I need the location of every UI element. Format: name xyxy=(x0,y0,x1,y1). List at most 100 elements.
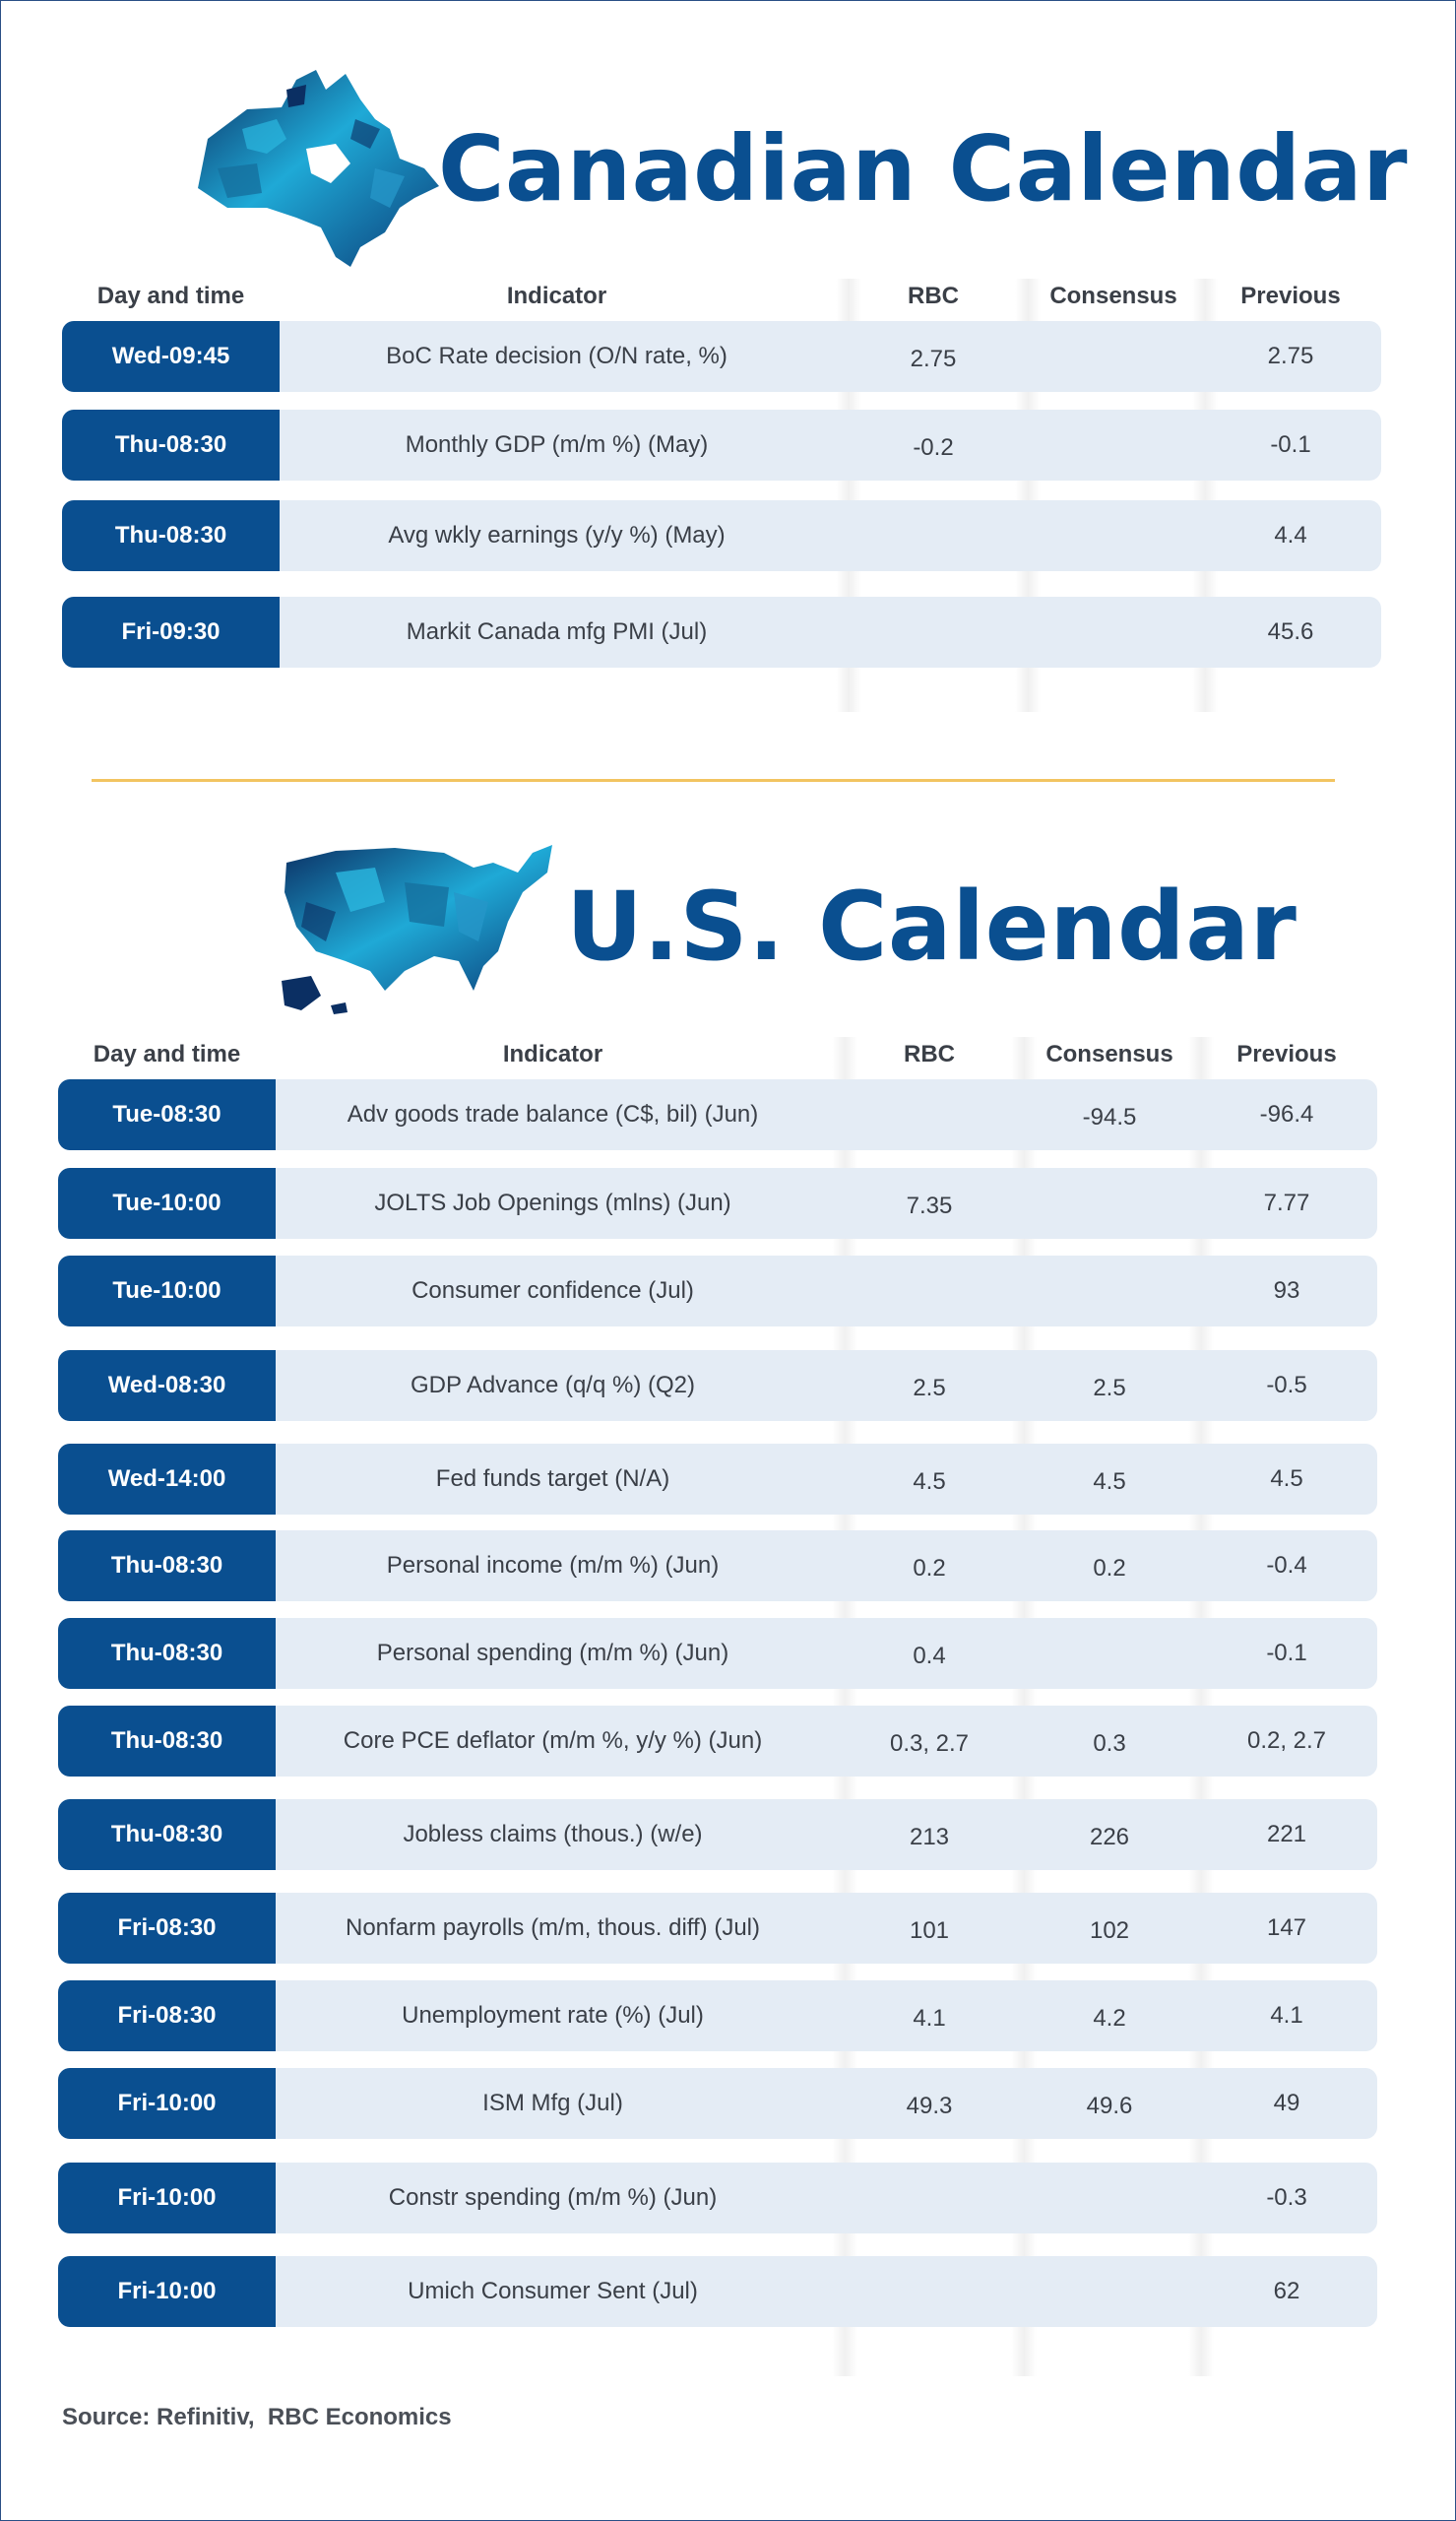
day-time-cell: Wed-14:00 xyxy=(58,1444,276,1515)
rbc-cell xyxy=(850,597,1017,668)
canada-map-icon xyxy=(198,70,439,267)
rbc-cell xyxy=(846,1079,1013,1150)
day-time-cell: Thu-08:30 xyxy=(62,500,280,571)
us-title-block: U.S. Calendar xyxy=(277,833,1297,1020)
canada-title-block: Canadian Calendar xyxy=(188,60,1408,277)
consensus-cell: 49.6 xyxy=(1086,2093,1133,2119)
table-row: Thu-08:30 Avg wkly earnings (y/y %) (May)… xyxy=(62,500,1381,571)
indicator-cell: Jobless claims (thous.) (w/e) xyxy=(403,1821,703,1847)
consensus-cell xyxy=(1026,1168,1193,1239)
consensus-cell: 4.2 xyxy=(1093,2005,1126,2032)
consensus-cell xyxy=(1026,1256,1193,1326)
consensus-cell: 102 xyxy=(1089,1917,1130,1944)
previous-cell: 45.6 xyxy=(1267,618,1314,645)
previous-cell: 4.4 xyxy=(1274,522,1307,549)
day-time-cell: Thu-08:30 xyxy=(58,1618,276,1689)
header-consensus: Consensus xyxy=(1049,283,1177,309)
table-row: Thu-08:30 Jobless claims (thous.) (w/e) 21… xyxy=(58,1799,1377,1870)
indicator-cell: JOLTS Job Openings (mlns) (Jun) xyxy=(374,1190,731,1216)
day-time-cell: Thu-08:30 xyxy=(58,1706,276,1777)
rbc-cell xyxy=(850,500,1017,571)
consensus-cell xyxy=(1030,597,1197,668)
day-time-cell: Thu-08:30 xyxy=(58,1799,276,1870)
rbc-cell: 0.3, 2.7 xyxy=(889,1730,970,1757)
indicator-cell: Adv goods trade balance (C$, bil) (Jun) xyxy=(347,1101,759,1128)
indicator-cell: BoC Rate decision (O/N rate, %) xyxy=(386,343,728,369)
us-title: U.S. Calendar xyxy=(566,872,1298,982)
us-table-header: Day and time Indicator RBC Consensus Pre… xyxy=(1,1037,1455,1076)
header-day: Day and time xyxy=(96,283,245,309)
section-divider xyxy=(92,779,1335,782)
table-row: Wed-08:30 GDP Advance (q/q %) (Q2) 2.5 2.5 -… xyxy=(58,1350,1377,1421)
rbc-cell: 2.75 xyxy=(910,346,957,372)
consensus-cell xyxy=(1026,1618,1193,1689)
consensus-cell xyxy=(1030,500,1197,571)
indicator-cell: Nonfarm payrolls (m/m, thous. diff) (Jul… xyxy=(346,1914,760,1941)
table-row: Wed-09:45 BoC Rate decision (O/N rate, %)… xyxy=(62,321,1381,392)
previous-cell: -0.5 xyxy=(1266,1372,1307,1398)
previous-cell: -96.4 xyxy=(1259,1101,1314,1128)
table-row: Fri-10:00 Umich Consumer Sent (Jul) 62 xyxy=(58,2256,1377,2327)
previous-cell: 4.1 xyxy=(1270,2002,1303,2029)
header-indicator: Indicator xyxy=(506,283,607,309)
previous-cell: -0.1 xyxy=(1270,431,1311,458)
day-time-cell: Fri-09:30 xyxy=(62,597,280,668)
rbc-cell: -0.2 xyxy=(913,434,954,461)
canada-table-header: Day and time Indicator RBC Consensus Pre… xyxy=(1,279,1455,318)
day-time-cell: Wed-08:30 xyxy=(58,1350,276,1421)
rbc-cell xyxy=(846,1256,1013,1326)
rbc-cell: 4.1 xyxy=(913,2005,946,2032)
consensus-cell: 4.5 xyxy=(1093,1468,1126,1495)
rbc-cell: 101 xyxy=(909,1917,950,1944)
previous-cell: 93 xyxy=(1273,1277,1300,1304)
previous-cell: 147 xyxy=(1266,1914,1307,1941)
table-row: Fri-09:30 Markit Canada mfg PMI (Jul) 45.6 xyxy=(62,597,1381,668)
table-row: Thu-08:30 Monthly GDP (m/m %) (May) -0.2 -0… xyxy=(62,410,1381,481)
table-row: Fri-08:30 Unemployment rate (%) (Jul) 4.1 4… xyxy=(58,1980,1377,2051)
rbc-cell: 213 xyxy=(909,1824,950,1850)
previous-cell: 62 xyxy=(1273,2278,1300,2304)
rbc-cell xyxy=(846,2256,1013,2327)
indicator-cell: Markit Canada mfg PMI (Jul) xyxy=(406,618,708,645)
canada-title: Canadian Calendar xyxy=(438,115,1409,222)
indicator-cell: ISM Mfg (Jul) xyxy=(482,2090,623,2116)
day-time-cell: Fri-08:30 xyxy=(58,1893,276,1964)
rbc-cell: 7.35 xyxy=(906,1193,953,1219)
header-indicator: Indicator xyxy=(502,1041,603,1067)
day-time-cell: Tue-10:00 xyxy=(58,1256,276,1326)
indicator-cell: Personal spending (m/m %) (Jun) xyxy=(376,1640,729,1666)
header-rbc: RBC xyxy=(904,1041,955,1067)
rbc-cell: 0.4 xyxy=(913,1643,946,1669)
previous-cell: 2.75 xyxy=(1267,343,1314,369)
consensus-cell xyxy=(1030,321,1197,392)
previous-cell: -0.1 xyxy=(1266,1640,1307,1666)
rbc-cell: 4.5 xyxy=(913,1468,946,1495)
table-row: Tue-10:00 Consumer confidence (Jul) 93 xyxy=(58,1256,1377,1326)
day-time-cell: Fri-10:00 xyxy=(58,2256,276,2327)
consensus-cell xyxy=(1026,2256,1193,2327)
day-time-cell: Fri-08:30 xyxy=(58,1980,276,2051)
indicator-cell: GDP Advance (q/q %) (Q2) xyxy=(410,1372,695,1398)
table-row: Fri-10:00 ISM Mfg (Jul) 49.3 49.6 49 xyxy=(58,2068,1377,2139)
consensus-cell: 0.2 xyxy=(1093,1555,1126,1582)
day-time-cell: Thu-08:30 xyxy=(62,410,280,481)
previous-cell: 4.5 xyxy=(1270,1465,1303,1492)
indicator-cell: Constr spending (m/m %) (Jun) xyxy=(388,2184,718,2211)
consensus-cell: 0.3 xyxy=(1093,1730,1126,1757)
consensus-cell: 2.5 xyxy=(1093,1375,1126,1401)
indicator-cell: Personal income (m/m %) (Jun) xyxy=(386,1552,720,1579)
consensus-cell: -94.5 xyxy=(1082,1104,1137,1131)
table-row: Tue-08:30 Adv goods trade balance (C$, bi… xyxy=(58,1079,1377,1150)
table-row: Tue-10:00 JOLTS Job Openings (mlns) (Jun)… xyxy=(58,1168,1377,1239)
rbc-cell: 2.5 xyxy=(913,1375,946,1401)
indicator-cell: Umich Consumer Sent (Jul) xyxy=(408,2278,698,2304)
consensus-cell: 226 xyxy=(1089,1824,1130,1850)
day-time-cell: Wed-09:45 xyxy=(62,321,280,392)
header-consensus: Consensus xyxy=(1045,1041,1173,1067)
header-previous: Previous xyxy=(1236,1041,1337,1067)
header-rbc: RBC xyxy=(908,283,959,309)
day-time-cell: Fri-10:00 xyxy=(58,2163,276,2233)
table-row: Fri-08:30 Nonfarm payrolls (m/m, thous. d… xyxy=(58,1893,1377,1964)
table-row: Thu-08:30 Personal income (m/m %) (Jun) 0.… xyxy=(58,1530,1377,1601)
